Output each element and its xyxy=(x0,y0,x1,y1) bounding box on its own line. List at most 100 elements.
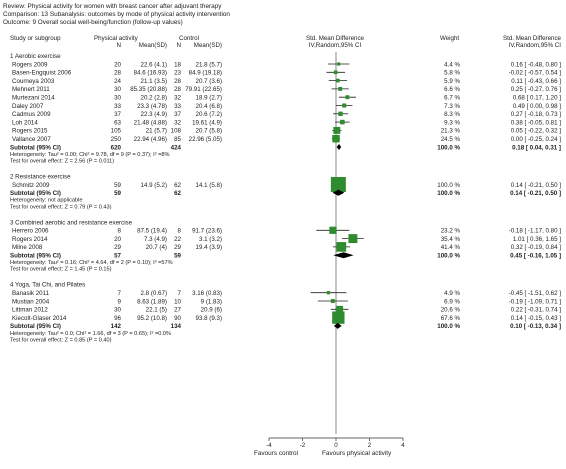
pa-n-value: 29 xyxy=(114,244,121,251)
weight-value: 20.6 % xyxy=(441,307,461,314)
pa-meansd-value: 14.9 (5.2) xyxy=(141,182,167,189)
pa-n-value: 37 xyxy=(114,111,121,118)
x-tick-label: 0 xyxy=(334,442,338,449)
control-n-value: 18 xyxy=(174,61,181,68)
comparison-line: Comparison: 13 Subanalysis: outcomes by … xyxy=(3,11,230,18)
study-name: Mustian 2004 xyxy=(12,298,50,305)
weight-value: 41.4 % xyxy=(441,244,461,251)
study-effect-box xyxy=(333,70,338,75)
control-n-value: 22 xyxy=(174,236,181,243)
subgroup-title: 2 Resistance exercise xyxy=(10,174,71,181)
subtotal-diamond xyxy=(333,322,342,329)
ci-text-value: -0.02 [ -0.57, 0.54 ] xyxy=(509,70,562,77)
control-n-value: 62 xyxy=(174,182,181,189)
study-column-header: Study or subgroup xyxy=(10,35,61,42)
subtotal-diamond xyxy=(336,144,342,150)
control-n-value: 28 xyxy=(174,78,181,85)
control-n-value: 10 xyxy=(174,298,181,305)
study-name: Mehnert 2011 xyxy=(12,86,50,93)
pa-n-value: 24 xyxy=(114,78,121,85)
study-name: Banasik 2011 xyxy=(12,290,50,297)
smd-plot-header-1: Std. Mean Difference xyxy=(306,35,365,42)
review-line: Review: Physical activity for women with… xyxy=(3,3,222,10)
control-meansd-value: 19.4 (3.9) xyxy=(196,244,222,251)
ci-text-value: 0.32 [ -0.19, 0.84 ] xyxy=(511,244,562,251)
subtotal-weight: 100.0 % xyxy=(437,190,460,197)
weight-header: Weight xyxy=(440,35,459,42)
pa-meansd-value: 21 (5.7) xyxy=(146,128,167,135)
overall-effect-text: Test for overall effect: Z = 0.85 (P = 0… xyxy=(10,337,112,343)
study-effect-box xyxy=(330,299,335,303)
subtotal-pa-n: 620 xyxy=(111,144,122,151)
weight-value: 21.3 % xyxy=(441,128,461,135)
pa-meansd-value: 20.2 (2.8) xyxy=(141,95,167,102)
ci-text-value: 0.16 [ -0.48, 0.80 ] xyxy=(511,61,562,68)
control-n-value: 33 xyxy=(174,103,181,110)
heterogeneity-text: Heterogeneity: Tau² = 0.16; Chi² = 4.64,… xyxy=(10,260,173,266)
pa-meansd-header: Mean(SD) xyxy=(139,42,167,49)
control-group-header: Control xyxy=(179,35,199,42)
control-meansd-value: 84.9 (19.18) xyxy=(189,70,222,77)
heterogeneity-text: Heterogeneity: Tau² = 0.0; Chi² = 1.66, … xyxy=(10,331,171,337)
control-meansd-value: 93.8 (9.3) xyxy=(196,315,222,322)
x-tick-label: 4 xyxy=(401,442,405,449)
subtotal-control-n: 62 xyxy=(174,190,181,197)
study-name: Courneya 2003 xyxy=(12,78,55,85)
study-effect-box xyxy=(326,291,331,295)
study-name: Rogers 2014 xyxy=(12,236,48,243)
overall-effect-text: Test for overall effect: Z = 0.79 (P = 0… xyxy=(10,204,112,210)
control-n-value: 108 xyxy=(171,128,182,135)
control-n-value: 90 xyxy=(174,315,181,322)
pa-n-value: 96 xyxy=(114,315,121,322)
pa-meansd-value: 84.6 (16.93) xyxy=(134,70,167,77)
study-effect-box xyxy=(338,86,343,91)
control-meansd-value: 22.96 (5.05) xyxy=(189,136,222,143)
weight-value: 7.3 % xyxy=(444,103,460,110)
smd-plot-header-2: IV,Random,95% CI xyxy=(309,42,362,49)
control-n-value: 8 xyxy=(178,228,182,235)
pa-meansd-value: 7.3 (4.9) xyxy=(144,236,167,243)
subtotal-ci-text: 0.14 [ -0.21, 0.50 ] xyxy=(510,190,561,197)
subtotal-weight: 100.0 % xyxy=(437,323,460,330)
study-effect-box xyxy=(337,62,341,66)
pa-n-value: 63 xyxy=(114,119,121,126)
favours-left-label: Favours control xyxy=(254,450,298,457)
pa-n-value: 28 xyxy=(114,70,121,77)
ci-text-value: 0.14 [ -0.21, 0.50 ] xyxy=(511,182,562,189)
study-name: Littman 2012 xyxy=(12,307,48,314)
ci-text-value: 0.22 [ -0.31, 0.74 ] xyxy=(511,307,562,314)
pa-meansd-value: 2.8 (0.67) xyxy=(141,290,167,297)
control-meansd-value: 79.91 (22.65) xyxy=(185,86,222,93)
study-effect-box xyxy=(345,95,350,100)
study-name: Loh 2014 xyxy=(12,119,38,126)
control-n-value: 27 xyxy=(174,307,181,314)
pa-n-value: 105 xyxy=(111,128,122,135)
pa-meansd-value: 22.94 (4.96) xyxy=(134,136,167,143)
control-meansd-value: 14.1 (5.8) xyxy=(196,182,222,189)
weight-value: 100.0 % xyxy=(437,182,460,189)
control-n-value: 29 xyxy=(174,244,181,251)
outcome-line: Outcome: 9 Overall social well-being/fun… xyxy=(3,19,183,26)
subtotal-diamond xyxy=(332,189,345,196)
weight-value: 24.5 % xyxy=(441,136,461,143)
subgroup-title: 1 Aerobic exercise xyxy=(10,53,61,60)
control-meansd-value: 20.9 (6) xyxy=(201,307,222,314)
subtotal-ci-text: 0.45 [ -0.16, 1.05 ] xyxy=(510,253,561,260)
study-effect-box xyxy=(348,234,358,244)
ci-text-value: -0.45 [ -1.51, 0.62 ] xyxy=(509,290,562,297)
study-name: Murtezani 2014 xyxy=(12,95,55,102)
pa-meansd-value: 22.3 (4.9) xyxy=(141,111,167,118)
pa-n-value: 7 xyxy=(118,290,122,297)
pa-meansd-value: 8.63 (1.89) xyxy=(137,298,167,305)
subtotal-control-n: 59 xyxy=(174,253,181,260)
study-name: Basen-Engquist 2006 xyxy=(12,70,72,77)
study-effect-box xyxy=(332,134,340,143)
study-name: Vallance 2007 xyxy=(12,136,51,143)
subgroup-title: 4 Yoga, Tai Chi, and Pilates xyxy=(10,282,85,289)
control-n-value: 23 xyxy=(174,70,181,77)
ci-text-value: 0.27 [ -0.18, 0.73 ] xyxy=(511,111,562,118)
weight-value: 6.7 % xyxy=(444,95,460,102)
control-meansd-value: 3.1 (3.2) xyxy=(199,236,222,243)
ci-text-value: 0.49 [ 0.00, 0.98 ] xyxy=(513,103,561,110)
